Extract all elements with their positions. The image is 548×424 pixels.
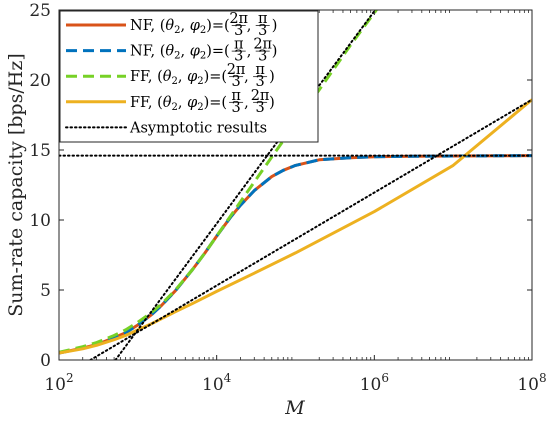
plot-area-frame <box>58 9 533 361</box>
legend-frac-den-a: 3 <box>234 49 243 65</box>
y-tick-label: 15 <box>29 141 51 161</box>
legend-frac-num-a: 2π <box>227 62 246 78</box>
legend-frac-den-b: 3 <box>255 100 264 116</box>
legend-frac-close: ) <box>272 18 278 34</box>
series-line-5-part-2 <box>114 10 377 360</box>
legend-frac-den-a: 3 <box>231 74 240 90</box>
legend-frac-num-a: π <box>231 88 241 104</box>
x-tick-label: 104 <box>202 371 232 395</box>
y-tick-label: 5 <box>40 281 51 301</box>
series-layer <box>59 10 532 360</box>
axis-ticks: 102 104 106 108 0 5 10 15 20 25 <box>29 1 546 395</box>
x-tick-label: 106 <box>360 371 389 395</box>
series-line-4 <box>59 98 532 355</box>
legend-frac-close: ) <box>272 44 278 60</box>
x-axis-label: M <box>284 397 305 419</box>
legend-frac-num-b: 2π <box>253 37 272 53</box>
series-line-5-part-3 <box>89 98 532 360</box>
series-line-3 <box>59 10 379 354</box>
legend-frac-den-b: 3 <box>258 23 267 39</box>
y-tick-label: 10 <box>29 211 51 231</box>
legend-frac-sep: , <box>247 44 252 60</box>
legend-frac-num-b: π <box>255 62 265 78</box>
legend: NF, (θ2, φ2)=(2π3, π3)NF, (θ2, φ2)=(π3, … <box>59 10 319 143</box>
x-tick-label: 102 <box>44 371 73 395</box>
legend-frac-den-b: 3 <box>258 49 267 65</box>
legend-label: FF, (θ2, φ2)=( <box>130 69 227 87</box>
legend-frac-close: ) <box>269 95 275 111</box>
legend-frac-sep: , <box>244 69 249 85</box>
legend-frac-sep: , <box>244 95 249 111</box>
y-axis-label: Sum-rate capacity [bps/Hz] <box>5 53 27 317</box>
legend-label: FF, (θ2, φ2)=( <box>130 95 227 113</box>
y-tick-label: 20 <box>29 71 51 91</box>
y-tick-label: 25 <box>29 1 51 21</box>
legend-label: Asymptotic results <box>129 120 267 136</box>
legend-frac-den-a: 3 <box>234 23 243 39</box>
legend-label: NF, (θ2, φ2)=( <box>130 18 230 36</box>
legend-frac-den-b: 3 <box>255 74 264 90</box>
legend-frac-num-a: π <box>234 37 244 53</box>
legend-frac-sep: , <box>247 18 252 34</box>
y-tick-label: 0 <box>40 351 51 371</box>
legend-frac-num-b: 2π <box>251 88 270 104</box>
x-tick-label: 108 <box>517 371 546 395</box>
legend-frac-num-b: π <box>258 11 268 27</box>
legend-frac-close: ) <box>269 69 275 85</box>
legend-frac-num-a: 2π <box>229 11 248 27</box>
legend-frac-den-a: 3 <box>231 100 240 116</box>
legend-label: NF, (θ2, φ2)=( <box>130 44 230 62</box>
